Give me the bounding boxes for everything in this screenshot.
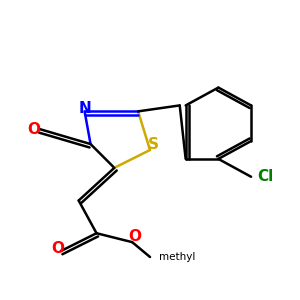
Text: Cl: Cl <box>257 169 273 184</box>
Text: N: N <box>78 101 91 116</box>
Text: O: O <box>129 229 142 244</box>
Text: S: S <box>148 136 158 152</box>
Text: O: O <box>28 122 40 137</box>
Text: methyl: methyl <box>159 252 195 262</box>
Text: O: O <box>51 241 64 256</box>
